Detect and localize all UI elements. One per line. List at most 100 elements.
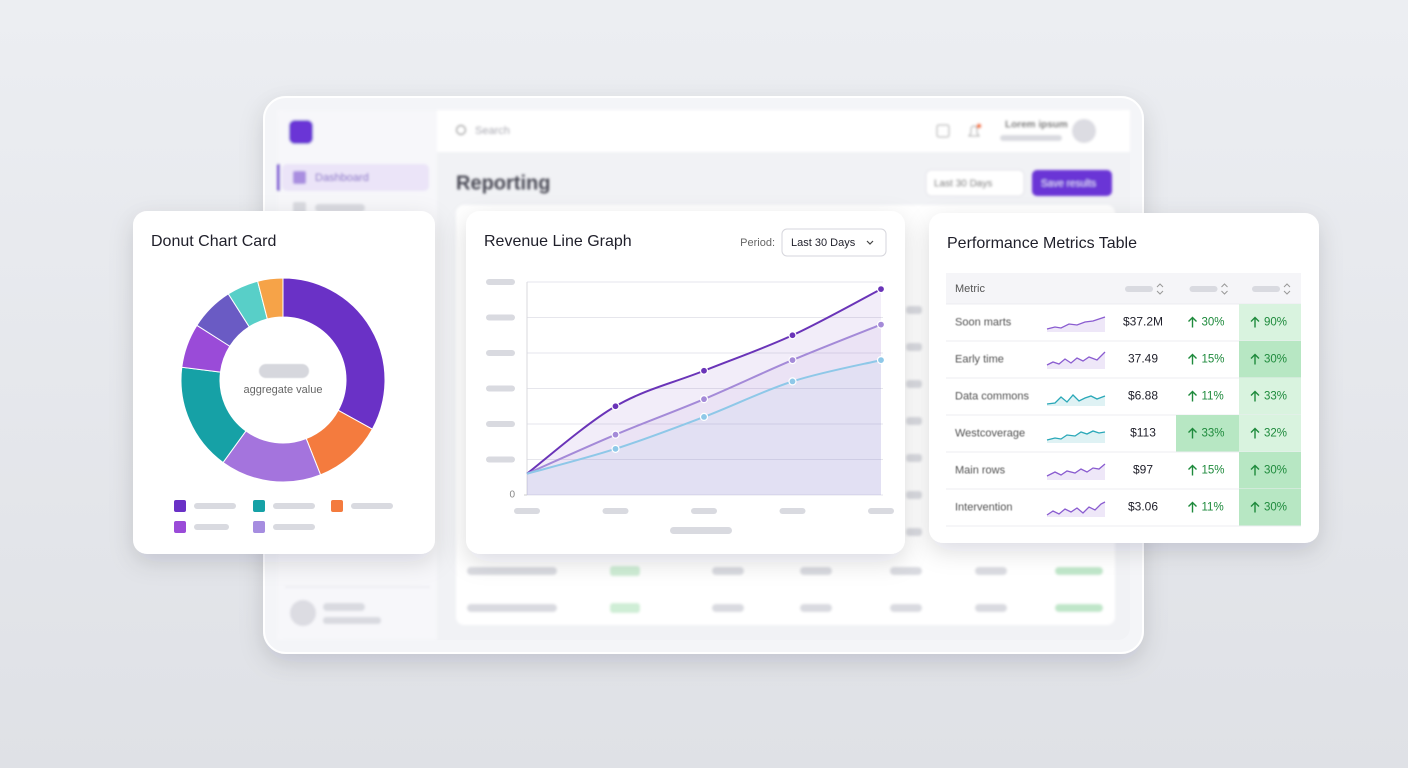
up-arrow [1188,427,1197,439]
placeholder [890,604,922,612]
line-card: Revenue Line Graph Period: Last 30 Days … [466,211,905,554]
card-title: Revenue Line Graph [484,233,632,250]
value-cell: $97 [1133,463,1153,477]
change-cell: 11% [1202,391,1224,403]
header-placeholder [1189,286,1218,292]
y-label-placeholder [486,456,515,463]
x-label-placeholder [514,508,540,514]
placeholder [1055,604,1103,612]
sparkline-area [1047,431,1105,443]
legend-placeholder [194,524,229,530]
x-label-placeholder [779,508,806,514]
x-label-placeholder [868,508,894,514]
up-arrow [1188,353,1197,365]
line-point [876,320,886,329]
x-label-placeholder [691,508,717,514]
up-arrow [1250,427,1260,439]
value-cell: $113 [1130,426,1156,440]
sort-icon [1156,283,1164,295]
placeholder [712,604,744,612]
user-name: Lorem ipsum [1005,120,1068,131]
change-cell: 33% [1202,428,1225,440]
bell-icon[interactable] [968,125,980,137]
save-button-text: Save results [1041,179,1096,190]
value-cell: $37.2M [1123,315,1163,329]
sort-icon [1221,283,1228,295]
user-placeholder [323,603,365,611]
change-cell: 15% [1202,465,1225,477]
line-point [788,377,797,386]
placeholder [1055,567,1103,575]
period-value: Last 30 Days [791,237,856,249]
notification-dot [976,123,982,129]
line-point [788,356,797,365]
change-cell: 30% [1202,317,1225,329]
y-label-placeholder [486,279,515,285]
center-label: aggregate value [244,384,323,396]
legend-swatch [174,521,186,533]
change-cell: 90% [1264,317,1287,329]
change-cell: 30% [1264,502,1287,514]
cell-highlight [1239,489,1301,526]
legend-placeholder [194,503,236,509]
search-input[interactable]: Search [475,125,510,137]
placeholder [906,491,922,499]
placeholder [906,343,922,351]
period-select[interactable] [925,169,1025,197]
y-label-placeholder [486,314,515,321]
change-cell: 15% [1202,354,1225,366]
legend-swatch [174,500,186,512]
up-arrow [1188,464,1197,476]
y-label-placeholder [486,421,515,427]
card [466,211,905,554]
user-placeholder [1000,135,1062,141]
up-arrow [1188,501,1197,513]
change-cell: 30% [1264,465,1287,477]
placeholder [975,567,1007,575]
metric-name: Soon marts [955,316,1012,328]
legend-placeholder [273,503,315,509]
legend [174,500,393,533]
header-cell: Metric [955,283,985,295]
change-cell: 33% [1264,391,1287,403]
placeholder [800,604,832,612]
legend-placeholder [351,503,393,509]
legend-swatch [253,521,265,533]
legend-placeholder [273,524,315,530]
metric-name: Main rows [955,464,1006,476]
avatar[interactable] [1072,119,1096,143]
line-point [699,412,709,421]
placeholder [467,567,557,575]
chevron [866,240,874,245]
y-label-placeholder [486,350,515,356]
sort-icon [1283,283,1291,295]
nav-item[interactable]: Dashboard [315,172,369,184]
donut-card: Donut Chart Card aggregate value [133,211,435,554]
up-arrow [1250,501,1260,513]
placeholder [467,604,557,612]
y-tick-label: 0 [509,490,515,501]
user-avatar [290,600,316,626]
placeholder [890,567,922,575]
calendar-icon[interactable] [936,124,950,138]
placeholder [610,566,640,576]
period-dropdown[interactable] [781,228,887,257]
logo [289,120,313,144]
up-arrow [1250,390,1260,402]
line-area [527,360,881,495]
cell-highlight [1239,304,1301,341]
value-cell: $3.06 [1128,500,1158,514]
center-value-placeholder [259,364,309,378]
sparkline-area [1047,502,1105,517]
cell-highlight [1239,452,1301,489]
save-button[interactable] [1032,170,1112,196]
change-cell: 32% [1264,428,1287,440]
cell-highlight [1239,378,1301,415]
metric-name: Intervention [955,501,1012,513]
line-point [699,366,709,375]
line-point [611,402,620,411]
placeholder [906,306,922,314]
nav-icon [293,171,306,184]
up-arrow [1188,316,1197,328]
